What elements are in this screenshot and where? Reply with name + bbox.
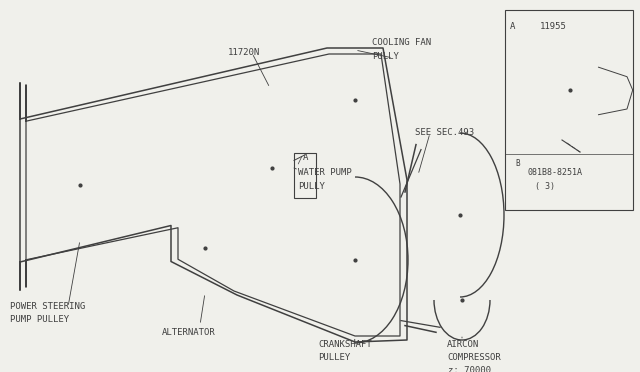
Text: A: A	[510, 22, 515, 31]
Text: A: A	[303, 153, 308, 162]
Text: COOLING FAN: COOLING FAN	[372, 38, 431, 47]
Text: PUMP PULLEY: PUMP PULLEY	[10, 315, 69, 324]
Text: WATER PUMP: WATER PUMP	[298, 168, 352, 177]
Text: 11955: 11955	[540, 22, 567, 31]
Text: AIRCON: AIRCON	[447, 340, 479, 349]
Text: POWER STEERING: POWER STEERING	[10, 302, 85, 311]
Text: ( 3): ( 3)	[535, 182, 555, 191]
Text: COMPRESSOR: COMPRESSOR	[447, 353, 500, 362]
Text: PULLY: PULLY	[372, 52, 399, 61]
Text: B: B	[516, 160, 520, 169]
FancyBboxPatch shape	[505, 10, 633, 210]
Text: ALTERNATOR: ALTERNATOR	[162, 328, 216, 337]
Text: SEE SEC.493: SEE SEC.493	[415, 128, 474, 137]
Text: z: 70000: z: 70000	[448, 366, 491, 372]
Text: 081B8-8251A: 081B8-8251A	[528, 168, 583, 177]
Text: 11720N: 11720N	[228, 48, 260, 57]
Text: CRANKSHAFT: CRANKSHAFT	[318, 340, 372, 349]
Text: PULLY: PULLY	[298, 182, 325, 191]
Text: PULLEY: PULLEY	[318, 353, 350, 362]
FancyBboxPatch shape	[294, 153, 316, 198]
